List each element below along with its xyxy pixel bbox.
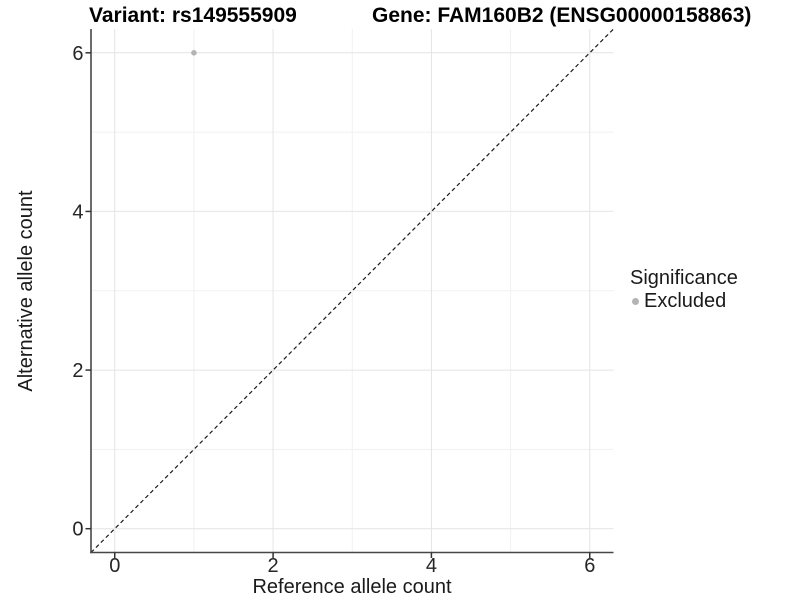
data-point bbox=[191, 49, 197, 56]
x-tick-label: 0 bbox=[109, 555, 120, 577]
y-tick-label: 0 bbox=[72, 519, 83, 541]
plot-title-variant: Variant: rs149555909 bbox=[89, 4, 297, 27]
legend-point-icon bbox=[632, 298, 639, 305]
y-tick-label: 6 bbox=[72, 43, 83, 65]
y-tick-label: 2 bbox=[72, 360, 83, 382]
y-tick-label: 4 bbox=[72, 201, 83, 223]
x-tick-label: 6 bbox=[584, 555, 595, 577]
x-tick-label: 4 bbox=[426, 555, 437, 577]
legend-entry: Excluded bbox=[628, 290, 738, 313]
legend: Significance Excluded bbox=[628, 266, 738, 313]
identity-line bbox=[90, 28, 614, 553]
x-axis-title: Reference allele count bbox=[252, 576, 452, 598]
y-axis-title: Alternative allele count bbox=[15, 190, 37, 392]
plot-title-gene: Gene: FAM160B2 (ENSG00000158863) bbox=[372, 4, 752, 27]
legend-label: Excluded bbox=[644, 290, 727, 312]
legend-title: Significance bbox=[630, 267, 738, 289]
x-tick-label: 2 bbox=[268, 555, 279, 577]
